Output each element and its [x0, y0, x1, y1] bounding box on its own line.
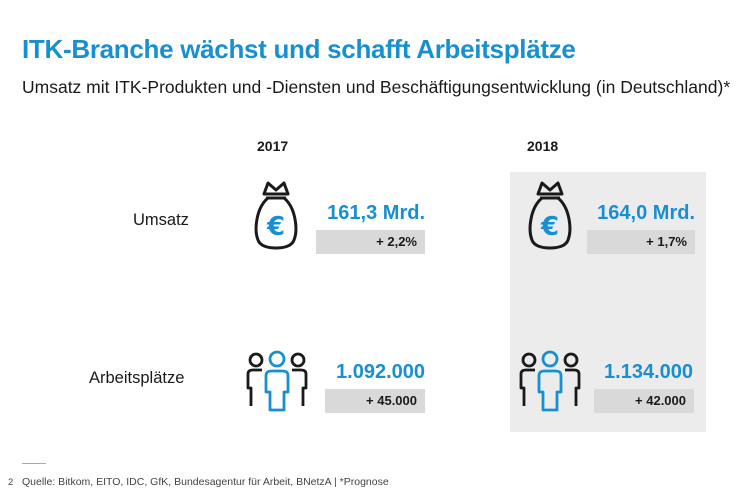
- svg-text:€: €: [266, 212, 285, 242]
- page-title: ITK-Branche wächst und schafft Arbeitspl…: [22, 34, 576, 64]
- change-arbeitsplaetze-2018: + 42.000: [594, 389, 694, 413]
- column-header-2018: 2018: [527, 138, 559, 154]
- column-header-2017: 2017: [257, 138, 289, 154]
- people-group-icon: [246, 350, 308, 412]
- value-arbeitsplaetze-2017: 1.092.000: [336, 361, 425, 383]
- change-umsatz-2018: + 1,7%: [587, 230, 695, 254]
- source-note: Quelle: Bitkom, EITO, IDC, GfK, Bundesag…: [22, 476, 389, 488]
- svg-text:€: €: [540, 212, 559, 242]
- value-arbeitsplaetze-2018: 1.134.000: [604, 361, 693, 383]
- row-label-arbeitsplaetze: Arbeitsplätze: [89, 369, 185, 387]
- change-arbeitsplaetze-2017: + 45.000: [325, 389, 425, 413]
- page-number: 2: [8, 477, 14, 488]
- change-umsatz-2017: + 2,2%: [316, 230, 425, 254]
- row-label-umsatz: Umsatz: [133, 211, 189, 229]
- people-group-icon: [519, 350, 581, 412]
- money-bag-euro-icon: €: [528, 181, 572, 250]
- page-subtitle: Umsatz mit ITK-Produkten und -Diensten u…: [22, 77, 731, 97]
- money-bag-euro-icon: €: [254, 181, 298, 250]
- highlight-column-2018: [510, 172, 706, 432]
- footer-divider: [22, 463, 46, 464]
- value-umsatz-2017: 161,3 Mrd.: [327, 202, 425, 224]
- value-umsatz-2018: 164,0 Mrd.: [597, 202, 695, 224]
